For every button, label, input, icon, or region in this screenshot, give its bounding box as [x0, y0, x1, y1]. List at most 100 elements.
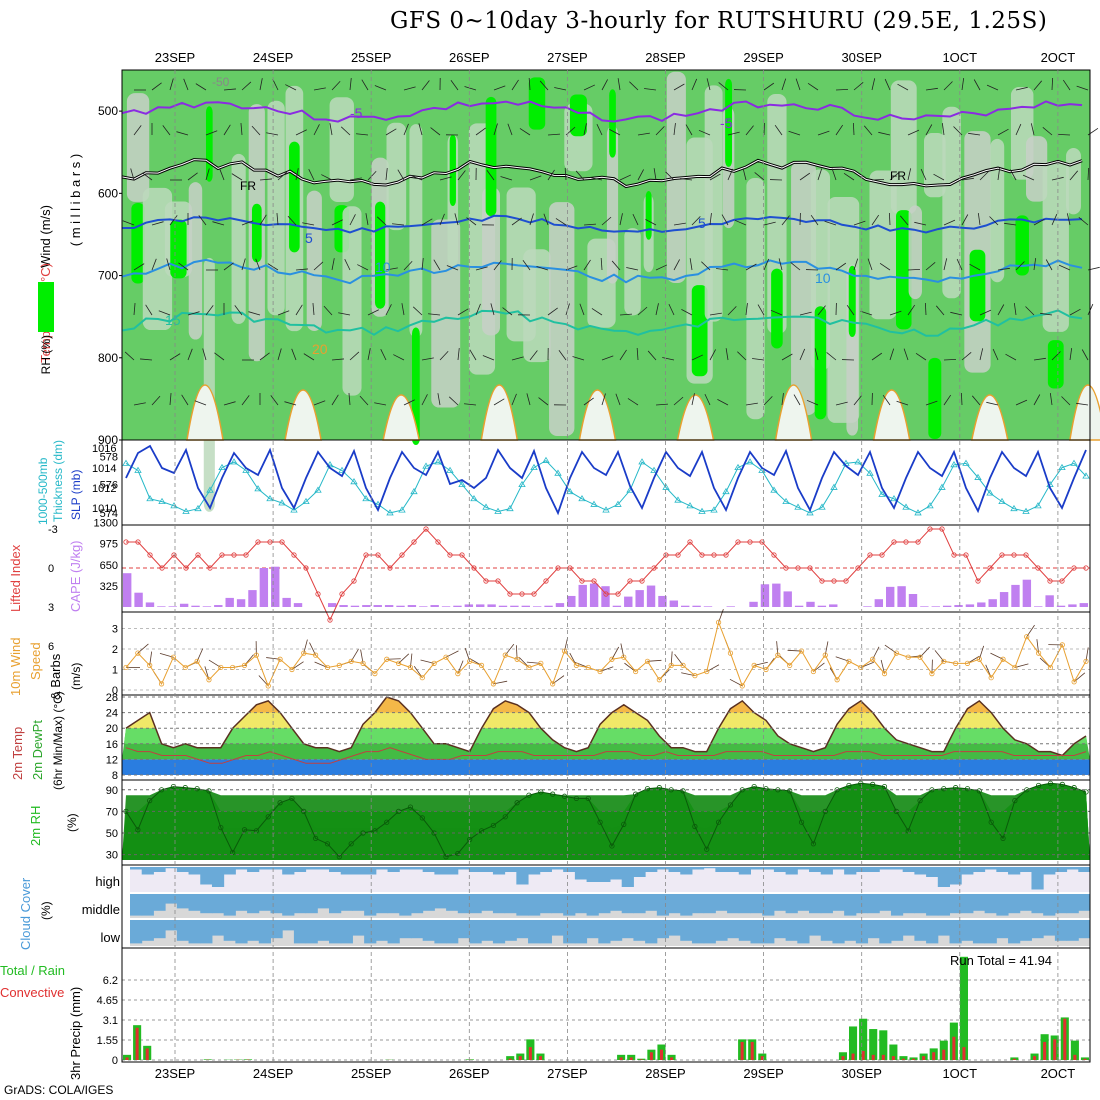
- thickness-point: [866, 469, 874, 476]
- rh2m-point: [277, 800, 283, 806]
- upper-wind-barb: [882, 394, 891, 406]
- rh2m-point: [751, 783, 757, 790]
- upper-wind-barb: [255, 258, 261, 271]
- precip-convective-label: Convective: [0, 985, 64, 1000]
- upper-wind-barb: [151, 258, 157, 271]
- precip-total-bar: [859, 1018, 868, 1060]
- upper-wind-barb: [1009, 169, 1017, 181]
- wind10m-speed-point: [419, 675, 425, 681]
- rh-dry-patch: [990, 138, 1005, 283]
- date-label-top: 30SEP: [841, 50, 881, 65]
- upper-wind-barb: [331, 80, 341, 91]
- cape-bar: [123, 573, 132, 607]
- upper-wind-barb: [655, 303, 659, 316]
- upper-wind-barb: [961, 214, 969, 226]
- cloud-bar-middle: [738, 894, 751, 914]
- rh2m-point: [798, 819, 805, 825]
- thickness-point: [734, 463, 742, 471]
- precip-convective-bar: [1012, 1058, 1016, 1060]
- upper-wind-barb: [410, 175, 423, 181]
- upper-wind-barb: [313, 261, 324, 271]
- date-label-bottom: 29SEP: [743, 1066, 783, 1081]
- upper-wind-barb: [793, 394, 801, 406]
- chart-title: GFS 0~10day 3-hourly for RUTSHURU (29.5E…: [390, 8, 1048, 34]
- rh2m-point: [715, 819, 722, 825]
- cloud-bar-middle: [867, 894, 880, 914]
- contour-label-5: 5: [698, 215, 706, 231]
- wind10m-speed-point: [834, 677, 840, 683]
- upper-wind-barb: [896, 400, 909, 406]
- upper-wind-barb: [685, 124, 693, 136]
- rh2m-point: [609, 843, 615, 849]
- lifted-index-point: [507, 591, 513, 597]
- thickness-point: [446, 466, 454, 473]
- lifted-index-point: [303, 565, 309, 571]
- cloud-bar-middle: [352, 894, 365, 911]
- rh-moist-patch: [131, 202, 145, 284]
- upper-wind-barb: [1045, 259, 1053, 271]
- upper-wind-barb: [915, 352, 927, 361]
- upper-wind-barb: [799, 172, 811, 181]
- upper-wind-barb: [385, 304, 392, 316]
- upper-wind-barb: [572, 356, 585, 361]
- thickness-point: [722, 487, 730, 495]
- cloud-bar-high: [422, 867, 435, 872]
- lifted-index-point: [867, 552, 873, 558]
- cloud-bar-middle: [434, 894, 447, 909]
- cloud-bar-low: [387, 920, 400, 944]
- cloud-bar-low: [270, 920, 283, 939]
- upper-wind-barb: [583, 223, 596, 226]
- rh2m-point: [775, 787, 781, 793]
- wind10m-speed-point: [763, 666, 769, 673]
- upper-wind-barb: [617, 78, 621, 91]
- contour-label-fr: FR: [240, 179, 256, 193]
- cloud-bar-high: [352, 867, 365, 875]
- cloud-bar-high: [621, 867, 634, 887]
- wind10m-speed-point: [182, 664, 188, 671]
- upper-wind-barb: [1033, 218, 1045, 226]
- rh-dry-patch: [746, 177, 765, 420]
- cloud-bar-middle: [762, 894, 775, 916]
- wind-axis-label: Wind (m/s): [38, 205, 53, 268]
- rh2m-point: [324, 841, 331, 847]
- upper-wind-barb: [241, 81, 252, 91]
- cloud-bar-high: [586, 867, 599, 882]
- cloud-bar-middle: [492, 894, 506, 914]
- precip-convective-bar: [1053, 1039, 1057, 1060]
- upper-wind-barb: [295, 168, 299, 181]
- cloud-bar-low: [1031, 920, 1044, 939]
- cloud-bar-middle: [727, 894, 740, 914]
- rh-moist-patch: [848, 265, 856, 338]
- wind10m-speed-point: [158, 681, 165, 687]
- cloud-bar-low: [446, 920, 459, 944]
- wind10m-speed-point: [478, 662, 485, 669]
- thickness-point: [770, 486, 778, 493]
- upper-wind-barb: [673, 222, 686, 226]
- lifted-index-point: [951, 552, 957, 558]
- lifted-index-point: [135, 539, 141, 545]
- thickness-point: [1070, 459, 1078, 466]
- rh2m-point: [301, 808, 307, 815]
- cloud-bar-middle: [680, 894, 693, 916]
- upper-wind-barb: [450, 80, 459, 91]
- upper-wind-barb: [871, 352, 883, 361]
- upper-wind-barb: [1040, 312, 1053, 316]
- rh2m-point: [964, 786, 971, 792]
- cloud-bar-high: [750, 867, 763, 870]
- upper-wind-barb: [781, 215, 790, 226]
- upper-wind-barb: [418, 123, 423, 136]
- upper-wind-barb: [502, 307, 513, 316]
- lifted-index-point: [711, 552, 717, 558]
- upper-wind-barb: [329, 123, 333, 136]
- upper-wind-barb: [673, 123, 676, 136]
- slp-tick-label: 1016: [92, 443, 116, 455]
- temp-band-cold: [122, 759, 1090, 775]
- upper-wind-barb: [601, 393, 606, 406]
- precip-convective-bar: [922, 1056, 926, 1060]
- upper-wind-barb: [997, 128, 1009, 136]
- upper-wind-barb: [348, 393, 351, 406]
- temp-contour-15: [121, 309, 1083, 337]
- thickness-tick-label: 578: [100, 451, 118, 463]
- cloud-bar-high: [797, 867, 810, 870]
